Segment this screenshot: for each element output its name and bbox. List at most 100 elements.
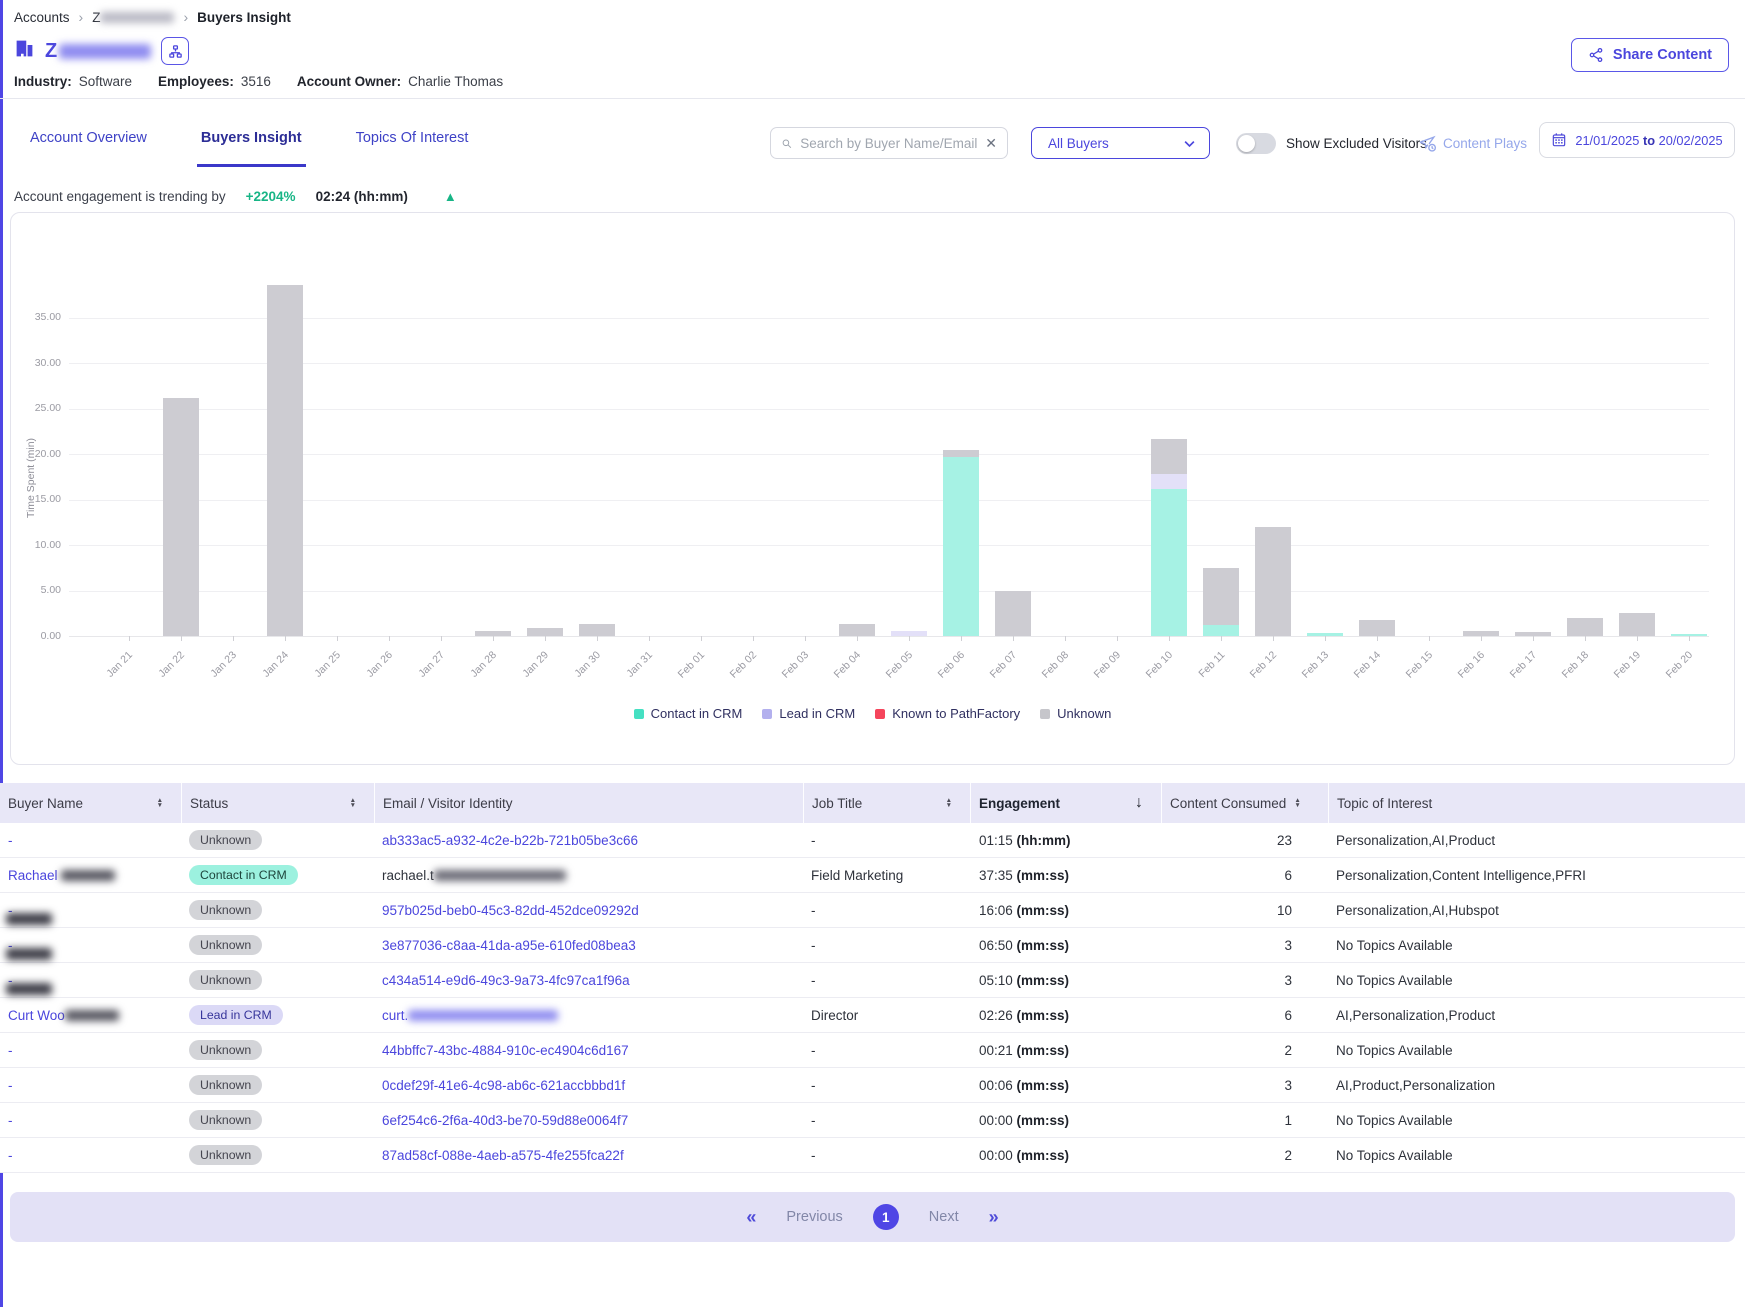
bar-segment-lead-in-crm — [891, 630, 927, 636]
column-header-engagement[interactable]: Engagement ↓ — [970, 783, 1161, 823]
buyers-table-header: Buyer Name ▲ ▼ Status ▲ ▼ Email / Visitor Iden… — [0, 783, 1745, 823]
chart-gridline — [69, 454, 1709, 455]
tab-topics-of-interest[interactable]: Topics Of Interest — [355, 130, 469, 146]
engagement-time: 05:10 — [979, 972, 1017, 988]
buyer-name-link[interactable]: - — [8, 832, 13, 848]
cell-engagement: 00:06 (mm:ss) — [970, 1078, 1161, 1093]
column-header-buyer-name[interactable]: Buyer Name ▲ ▼ — [0, 783, 181, 823]
column-label: Status — [190, 795, 229, 811]
redacted-account-name — [100, 12, 175, 24]
tab-account-overview[interactable]: Account Overview — [30, 130, 147, 146]
legend-label: Lead in CRM — [779, 706, 856, 721]
cell-email-identity: 6ef254c6-2f6a-40d3-be70-59d88e0064f7 — [374, 1113, 803, 1128]
email-identity-link[interactable]: 3e877036-c8aa-41da-a95e-610fed08bea3 — [382, 937, 636, 953]
toggle-knob — [1238, 135, 1255, 152]
left-accent-bar — [0, 0, 3, 1307]
cell-engagement: 02:26 (mm:ss) — [970, 1008, 1161, 1023]
buyers-filter-dropdown[interactable]: All Buyers — [1031, 127, 1210, 159]
cell-job-title: - — [811, 1077, 816, 1093]
bar-segment-contact-in-crm — [1671, 634, 1707, 636]
cell-content-consumed: 1 — [1284, 1112, 1292, 1128]
sort-icon[interactable]: ▲ ▼ — [1294, 796, 1301, 809]
cell-email-identity: 44bbffc7-43bc-4884-910c-ec4904c6d167 — [374, 1043, 803, 1058]
email-identity-link[interactable]: curt. — [382, 1007, 409, 1023]
tab-buyers-insight[interactable]: Buyers Insight — [196, 130, 306, 167]
buyer-name-link[interactable]: Rachael — [8, 867, 62, 883]
cell-status: Unknown — [181, 830, 374, 850]
status-badge: Unknown — [189, 830, 263, 850]
show-excluded-toggle[interactable] — [1236, 133, 1276, 154]
content-plays-link[interactable]: Content Plays — [1418, 134, 1527, 153]
buyer-name-link[interactable]: - — [8, 937, 13, 953]
bar-segment-unknown — [579, 624, 615, 636]
meta-value: Software — [78, 74, 133, 89]
sort-icon[interactable]: ▲ ▼ — [156, 796, 163, 809]
x-axis-tick — [1585, 636, 1586, 641]
sort-desc-icon[interactable]: ↓ — [1135, 794, 1143, 811]
previous-page-button[interactable]: Previous — [786, 1209, 843, 1225]
x-axis-tick — [1481, 636, 1482, 641]
email-identity-link[interactable]: 6ef254c6-2f6a-40d3-be70-59d88e0064f7 — [382, 1112, 629, 1128]
x-axis-tick — [1377, 636, 1378, 641]
engagement-time: 06:50 — [979, 937, 1017, 953]
chart-gridline — [69, 317, 1709, 319]
date-range-picker[interactable]: 21/01/2025 to 20/02/2025 — [1539, 122, 1735, 158]
email-identity-link[interactable]: 87ad58cf-088e-4aeb-a575-4fe255fca22f — [382, 1147, 624, 1163]
email-identity-link[interactable]: c434a514-e9d6-49c3-9a73-4fc97ca1f96a — [382, 972, 630, 988]
meta-value: Charlie Thomas — [408, 74, 504, 89]
engagement-trend-summary: Account engagement is trending by +2204%… — [14, 189, 457, 204]
cell-topic-of-interest: Personalization,AI,Hubspot — [1336, 902, 1499, 918]
buyer-name-link[interactable]: - — [8, 972, 13, 988]
buyer-name-link[interactable]: - — [8, 1042, 13, 1058]
cell-engagement: 06:50 (mm:ss) — [970, 938, 1161, 953]
clear-search-icon[interactable]: ✕ — [985, 134, 997, 151]
column-header-status[interactable]: Status ▲ ▼ — [181, 783, 374, 823]
search-input[interactable] — [800, 135, 978, 151]
engagement-time: 01:15 — [979, 832, 1017, 848]
breadcrumb-accounts[interactable]: Accounts — [14, 9, 70, 25]
cell-topic-of-interest: No Topics Available — [1336, 937, 1453, 953]
engagement-unit: (mm:ss) — [1016, 1077, 1070, 1093]
breadcrumb-account[interactable]: Z — [92, 10, 175, 25]
buyer-name-link[interactable]: - — [8, 1077, 13, 1093]
cell-buyer-name: Rachael — [0, 868, 181, 883]
next-page-button[interactable]: Next — [928, 1209, 959, 1225]
column-label: Job Title — [812, 795, 863, 811]
buyer-name-link[interactable]: - — [8, 1147, 13, 1163]
first-page-button[interactable]: « — [746, 1206, 757, 1227]
email-identity-link[interactable]: ab333ac5-a932-4c2e-b22b-721b05be3c66 — [382, 832, 638, 848]
engagement-unit: (mm:ss) — [1016, 902, 1070, 918]
x-axis-tick — [1533, 636, 1534, 641]
column-header-job-title[interactable]: Job Title ▲ ▼ — [803, 783, 970, 823]
legend-swatch — [875, 708, 886, 719]
share-content-button[interactable]: Share Content — [1570, 38, 1729, 72]
table-row: - Unknown ab333ac5-a932-4c2e-b22b-721b05be… — [0, 823, 1745, 858]
email-identity-link[interactable]: 957b025d-beb0-45c3-82dd-452dce09292d — [382, 902, 639, 918]
email-identity-link[interactable]: 0cdef29f-41e6-4c98-ab6c-621accbbbd1f — [382, 1077, 626, 1093]
current-page-button[interactable]: 1 — [872, 1204, 899, 1230]
buyer-name-link[interactable]: Curt Woo — [8, 1007, 65, 1023]
engagement-unit: (hh:mm) — [1016, 832, 1071, 848]
column-header-content-consumed[interactable]: Content Consumed ▲ ▼ — [1161, 783, 1328, 823]
sort-icon[interactable]: ▲ ▼ — [945, 796, 952, 809]
cell-buyer-name: - — [0, 1113, 181, 1128]
email-identity-link[interactable]: 44bbffc7-43bc-4884-910c-ec4904c6d167 — [382, 1042, 629, 1058]
account-header: Z — [14, 37, 190, 65]
cell-content-consumed: 6 — [1284, 867, 1292, 883]
column-label: Content Consumed — [1170, 795, 1287, 811]
engagement-unit: (mm:ss) — [1016, 1147, 1070, 1163]
last-page-button[interactable]: » — [988, 1206, 999, 1227]
sort-icon[interactable]: ▲ ▼ — [349, 796, 356, 809]
engagement-bar-chart: 0.00 5.00 10.00 15.00 20.00 25.00 30.00 35.00 Ja… — [11, 213, 1734, 764]
account-meta: Industry: Software Employees: 3516 Account O… — [14, 74, 503, 89]
legend-label: Known to PathFactory — [892, 706, 1021, 721]
account-meta-item: Employees: 3516 — [158, 74, 271, 89]
org-hierarchy-button[interactable] — [161, 37, 190, 65]
buyer-name-link[interactable]: - — [8, 902, 13, 918]
cell-content-consumed: 6 — [1284, 1007, 1292, 1023]
cell-job-title: - — [811, 1112, 816, 1128]
cell-engagement: 05:10 (mm:ss) — [970, 973, 1161, 988]
table-row: Curt Woo Lead in CRM curt. Director 02:26 (m… — [0, 998, 1745, 1033]
buyer-name-link[interactable]: - — [8, 1112, 13, 1128]
cell-engagement: 01:15 (hh:mm) — [970, 833, 1161, 848]
